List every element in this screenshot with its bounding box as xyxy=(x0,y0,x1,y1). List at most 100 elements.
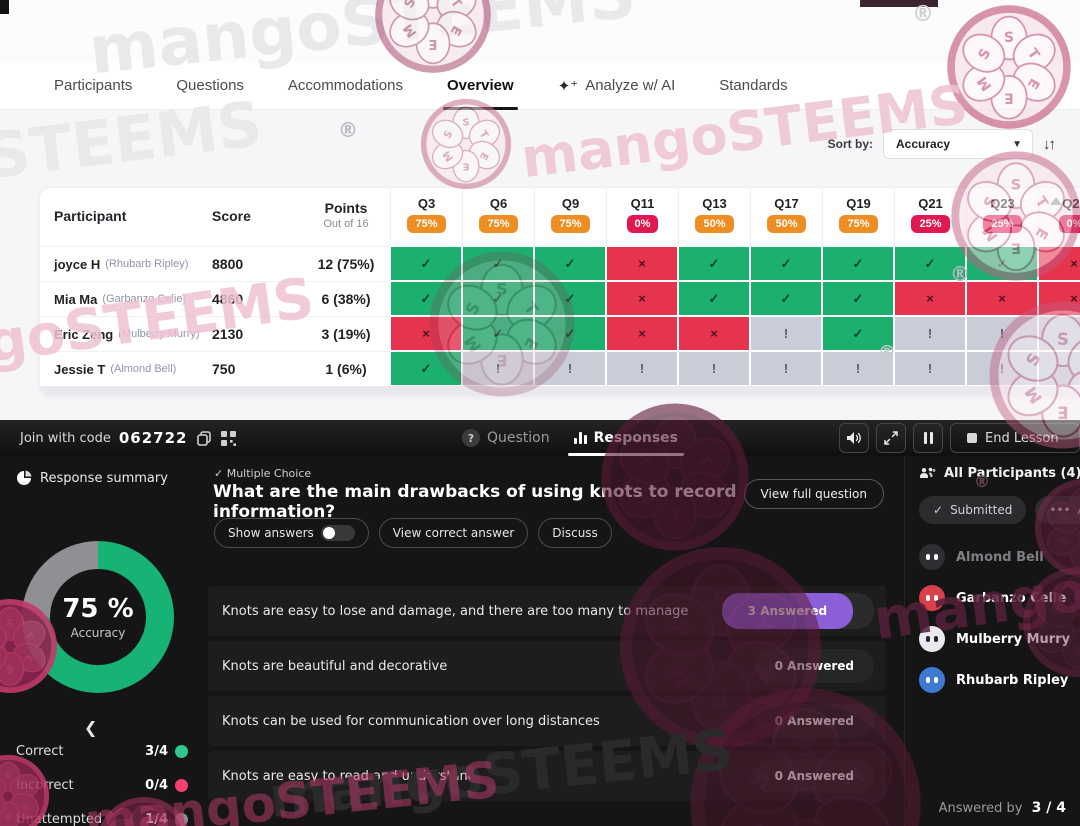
question-accuracy-badge: 50% xyxy=(695,215,734,233)
participant-nickname: (Rhubarb Ripley) xyxy=(105,258,189,270)
participant-cell: Mia Ma (Garbanzo Celie) xyxy=(40,281,212,316)
answer-option-row: Knots are easy to read and understand 0 A… xyxy=(208,751,886,801)
score-cell: 4860 xyxy=(212,281,302,316)
participant-row[interactable]: Rhubarb Ripley xyxy=(919,667,1080,693)
result-correct-mark: ✓ xyxy=(679,247,749,280)
col-header-q9: Q9 75% xyxy=(534,188,606,246)
result-incorrect-mark: × xyxy=(895,282,965,315)
answer-result-cell: ✓ xyxy=(822,246,894,281)
answered-count-badge: 0 Answered xyxy=(754,649,874,683)
answered-count-badge: 0 Answered xyxy=(754,704,874,738)
legend-count: 3/4 xyxy=(145,744,168,759)
tab-accommodations[interactable]: Accommodations xyxy=(288,62,403,110)
table-scrollbar-track[interactable] xyxy=(40,386,1080,395)
avatar-eye xyxy=(934,677,938,683)
result-unattempted-mark: ! xyxy=(463,352,533,385)
pause-icon xyxy=(923,432,933,444)
question-accuracy-badge: 75% xyxy=(479,215,518,233)
col-header-q23: Q23 25% xyxy=(966,188,1038,246)
participant-nickname: (Almond Bell) xyxy=(110,363,177,375)
answer-options-list: Knots are easy to lose and damage, and t… xyxy=(208,586,886,806)
sort-dropdown[interactable]: Accuracy ▼ xyxy=(883,129,1033,159)
result-unattempted-mark xyxy=(1039,352,1080,385)
answer-result-cell: ! xyxy=(822,351,894,386)
points-cell: 3 (19%) xyxy=(302,316,390,351)
participant-row[interactable]: Almond Bell xyxy=(919,544,1080,570)
answered-count-track: 3 Answered xyxy=(722,593,874,629)
summary-legend: Correct 3/4 Incorrect 0/4 Unattempted 1/4 xyxy=(16,744,188,826)
tab-questions[interactable]: Questions xyxy=(176,62,244,110)
end-lesson-label: End Lesson xyxy=(985,430,1059,446)
answer-result-cell: ✓ xyxy=(678,281,750,316)
lesson-topbar: Join with code 062722 ? Question Respons… xyxy=(0,420,1080,456)
answer-result-cell xyxy=(1038,316,1080,351)
result-unattempted-mark: ! xyxy=(895,352,965,385)
question-type-label: ✓ Multiple Choice xyxy=(214,467,312,480)
tab-overview[interactable]: Overview xyxy=(443,62,518,110)
answer-result-cell: × xyxy=(678,316,750,351)
filter-chip-label: Submitted xyxy=(950,503,1013,517)
question-label: Q9 xyxy=(561,196,580,211)
answer-result-cell: ✓ xyxy=(534,316,606,351)
dots-icon: ••• xyxy=(1049,503,1071,517)
view-full-question-button[interactable]: View full question xyxy=(743,479,884,509)
answer-result-cell: ✓ xyxy=(534,246,606,281)
answer-result-cell: × xyxy=(390,316,462,351)
filter-chip-attempting[interactable]: •••Attempting xyxy=(1035,496,1080,524)
volume-button[interactable] xyxy=(839,423,869,453)
pause-button[interactable] xyxy=(913,423,943,453)
participant-cell: joyce H (Rhubarb Ripley) xyxy=(40,246,212,281)
tab-label: Participants xyxy=(54,77,133,94)
question-accuracy-badge: 25% xyxy=(983,215,1022,233)
end-lesson-button[interactable]: End Lesson xyxy=(950,423,1080,453)
live-lesson-panel: Join with code 062722 ? Question Respons… xyxy=(0,420,1080,826)
question-accuracy-badge: 50% xyxy=(767,215,806,233)
avatar-eye xyxy=(934,595,938,601)
participant-avatar xyxy=(919,626,945,652)
filter-chip-submitted[interactable]: ✓ Submitted xyxy=(919,496,1027,524)
answer-result-cell: ✓ xyxy=(390,246,462,281)
collapse-panel-chevron[interactable]: ❮ xyxy=(84,718,98,737)
copy-icon[interactable] xyxy=(197,430,212,446)
result-correct-mark: ✓ xyxy=(967,247,1037,280)
show-answers-toggle[interactable]: Show answers xyxy=(214,518,369,548)
answer-result-cell: ✓ xyxy=(750,246,822,281)
view-correct-answer-button[interactable]: View correct answer xyxy=(378,518,529,548)
donut-center: 75 % Accuracy xyxy=(50,569,146,665)
scroll-up-icon[interactable] xyxy=(1050,197,1062,205)
participant-row[interactable]: Mulberry Murry xyxy=(919,626,1080,652)
participant-avatar xyxy=(919,544,945,570)
legend-color-dot xyxy=(175,813,188,826)
tab-analyze-w-ai[interactable]: ✦⁺ Analyze w/ AI xyxy=(558,62,676,110)
answer-text: Knots can be used for communication over… xyxy=(222,713,600,729)
col-header-q21: Q21 25% xyxy=(894,188,966,246)
fullscreen-button[interactable] xyxy=(876,423,906,453)
legend-row-unattempted: Unattempted 1/4 xyxy=(16,812,188,826)
answer-result-cell: ! xyxy=(462,351,534,386)
qr-code-icon[interactable] xyxy=(221,430,237,446)
tab-question[interactable]: ? Question xyxy=(462,420,550,456)
result-incorrect-mark: × xyxy=(607,317,677,350)
sort-direction-icon[interactable]: ↓↑ xyxy=(1043,135,1056,153)
score-cell: 2130 xyxy=(212,316,302,351)
participant-avatar xyxy=(919,667,945,693)
question-label: Q13 xyxy=(702,196,727,211)
accuracy-label: Accuracy xyxy=(70,626,126,640)
question-response-area: ✓ Multiple Choice What are the main draw… xyxy=(206,456,906,826)
lesson-tabs: ? Question Responses xyxy=(462,420,685,456)
response-summary-header: Response summary xyxy=(16,470,168,486)
result-incorrect-mark: × xyxy=(967,282,1037,315)
tab-standards[interactable]: Standards xyxy=(719,62,787,110)
discuss-button[interactable]: Discuss xyxy=(538,518,612,548)
legend-label: Incorrect xyxy=(16,778,74,793)
points-cell: 12 (75%) xyxy=(302,246,390,281)
result-unattempted-mark: ! xyxy=(751,317,821,350)
col-header-participant: Participant xyxy=(54,208,127,224)
tab-participants[interactable]: Participants xyxy=(54,62,132,110)
tab-responses[interactable]: Responses xyxy=(567,420,685,456)
result-correct-mark: ✓ xyxy=(391,352,461,385)
participant-row[interactable]: Garbanzo Celie xyxy=(919,585,1080,611)
participant-name: Mulberry Murry xyxy=(956,631,1071,647)
answer-result-cell: × xyxy=(894,281,966,316)
answer-result-cell: ✓ xyxy=(462,281,534,316)
